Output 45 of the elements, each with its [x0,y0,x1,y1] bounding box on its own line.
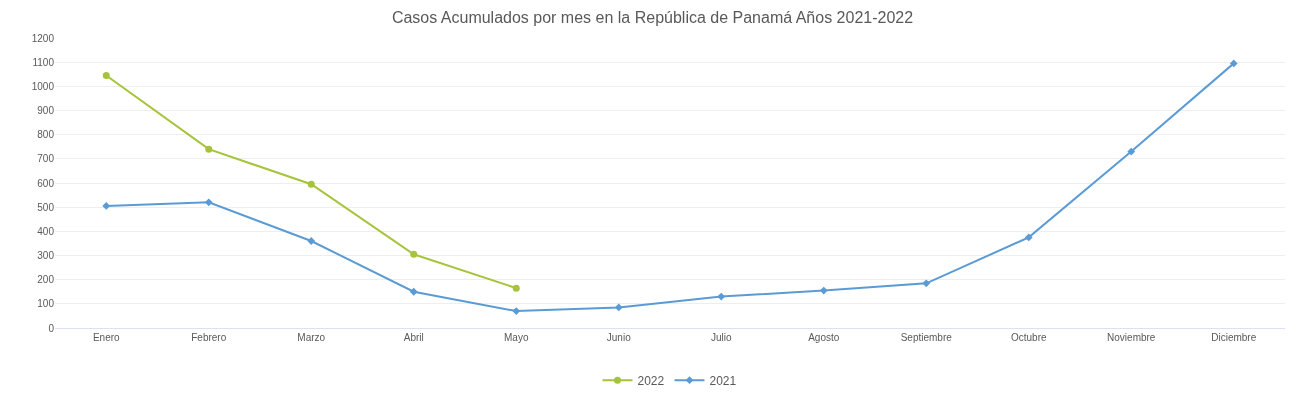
point [614,303,623,312]
y-tick-label: 100 [37,298,55,310]
x-tick-label: Marzo [297,332,326,343]
point [409,287,418,296]
y-tick-label: 1200 [31,32,55,44]
y-tick-label: 900 [37,105,55,116]
point [819,286,828,295]
point [204,198,213,207]
point [1229,59,1238,68]
point [307,237,316,245]
point [102,71,110,79]
y-tick-label: 1000 [31,80,55,92]
point [1024,233,1033,242]
y-tick-label: 500 [37,201,55,213]
y-tick-label: 300 [37,250,55,261]
x-tick-label: Abril [403,332,424,343]
x-tick-label: Noviembre [1107,332,1156,343]
y-tick-label: 1100 [32,56,55,68]
x-tick-label: Febrero [191,332,227,343]
point [512,307,521,315]
y-tick-label: 0 [48,322,55,334]
chart-title: Casos Acumulados por mes en la República de Panamá Años 2021-2022 [391,9,914,27]
x-tick-label: Septiembre [900,332,953,343]
y-tick-label: 800 [37,129,55,141]
y-tick-label: 200 [37,274,55,286]
x-tick-label: Mayo [504,332,529,343]
point [410,250,418,258]
y-tick-label: 400 [37,225,55,237]
y-tick-label: 600 [37,177,55,189]
x-tick-label: Diciembre [1211,332,1257,343]
x-tick-label: Enero [92,332,121,343]
point [1127,147,1136,156]
x-tick-label: Octubre [1010,332,1047,343]
y-tick-label: 700 [37,153,55,165]
x-tick-label: Agosto [808,332,840,343]
point [205,145,213,153]
point [922,279,931,288]
point [512,284,520,292]
point [102,202,111,210]
legend-label: 2021 [709,373,737,388]
point [307,180,315,188]
legend-label: 2022 [637,373,665,388]
x-tick-label: Junio [606,332,632,343]
x-tick-label: Julio [710,332,732,343]
point [717,292,726,301]
